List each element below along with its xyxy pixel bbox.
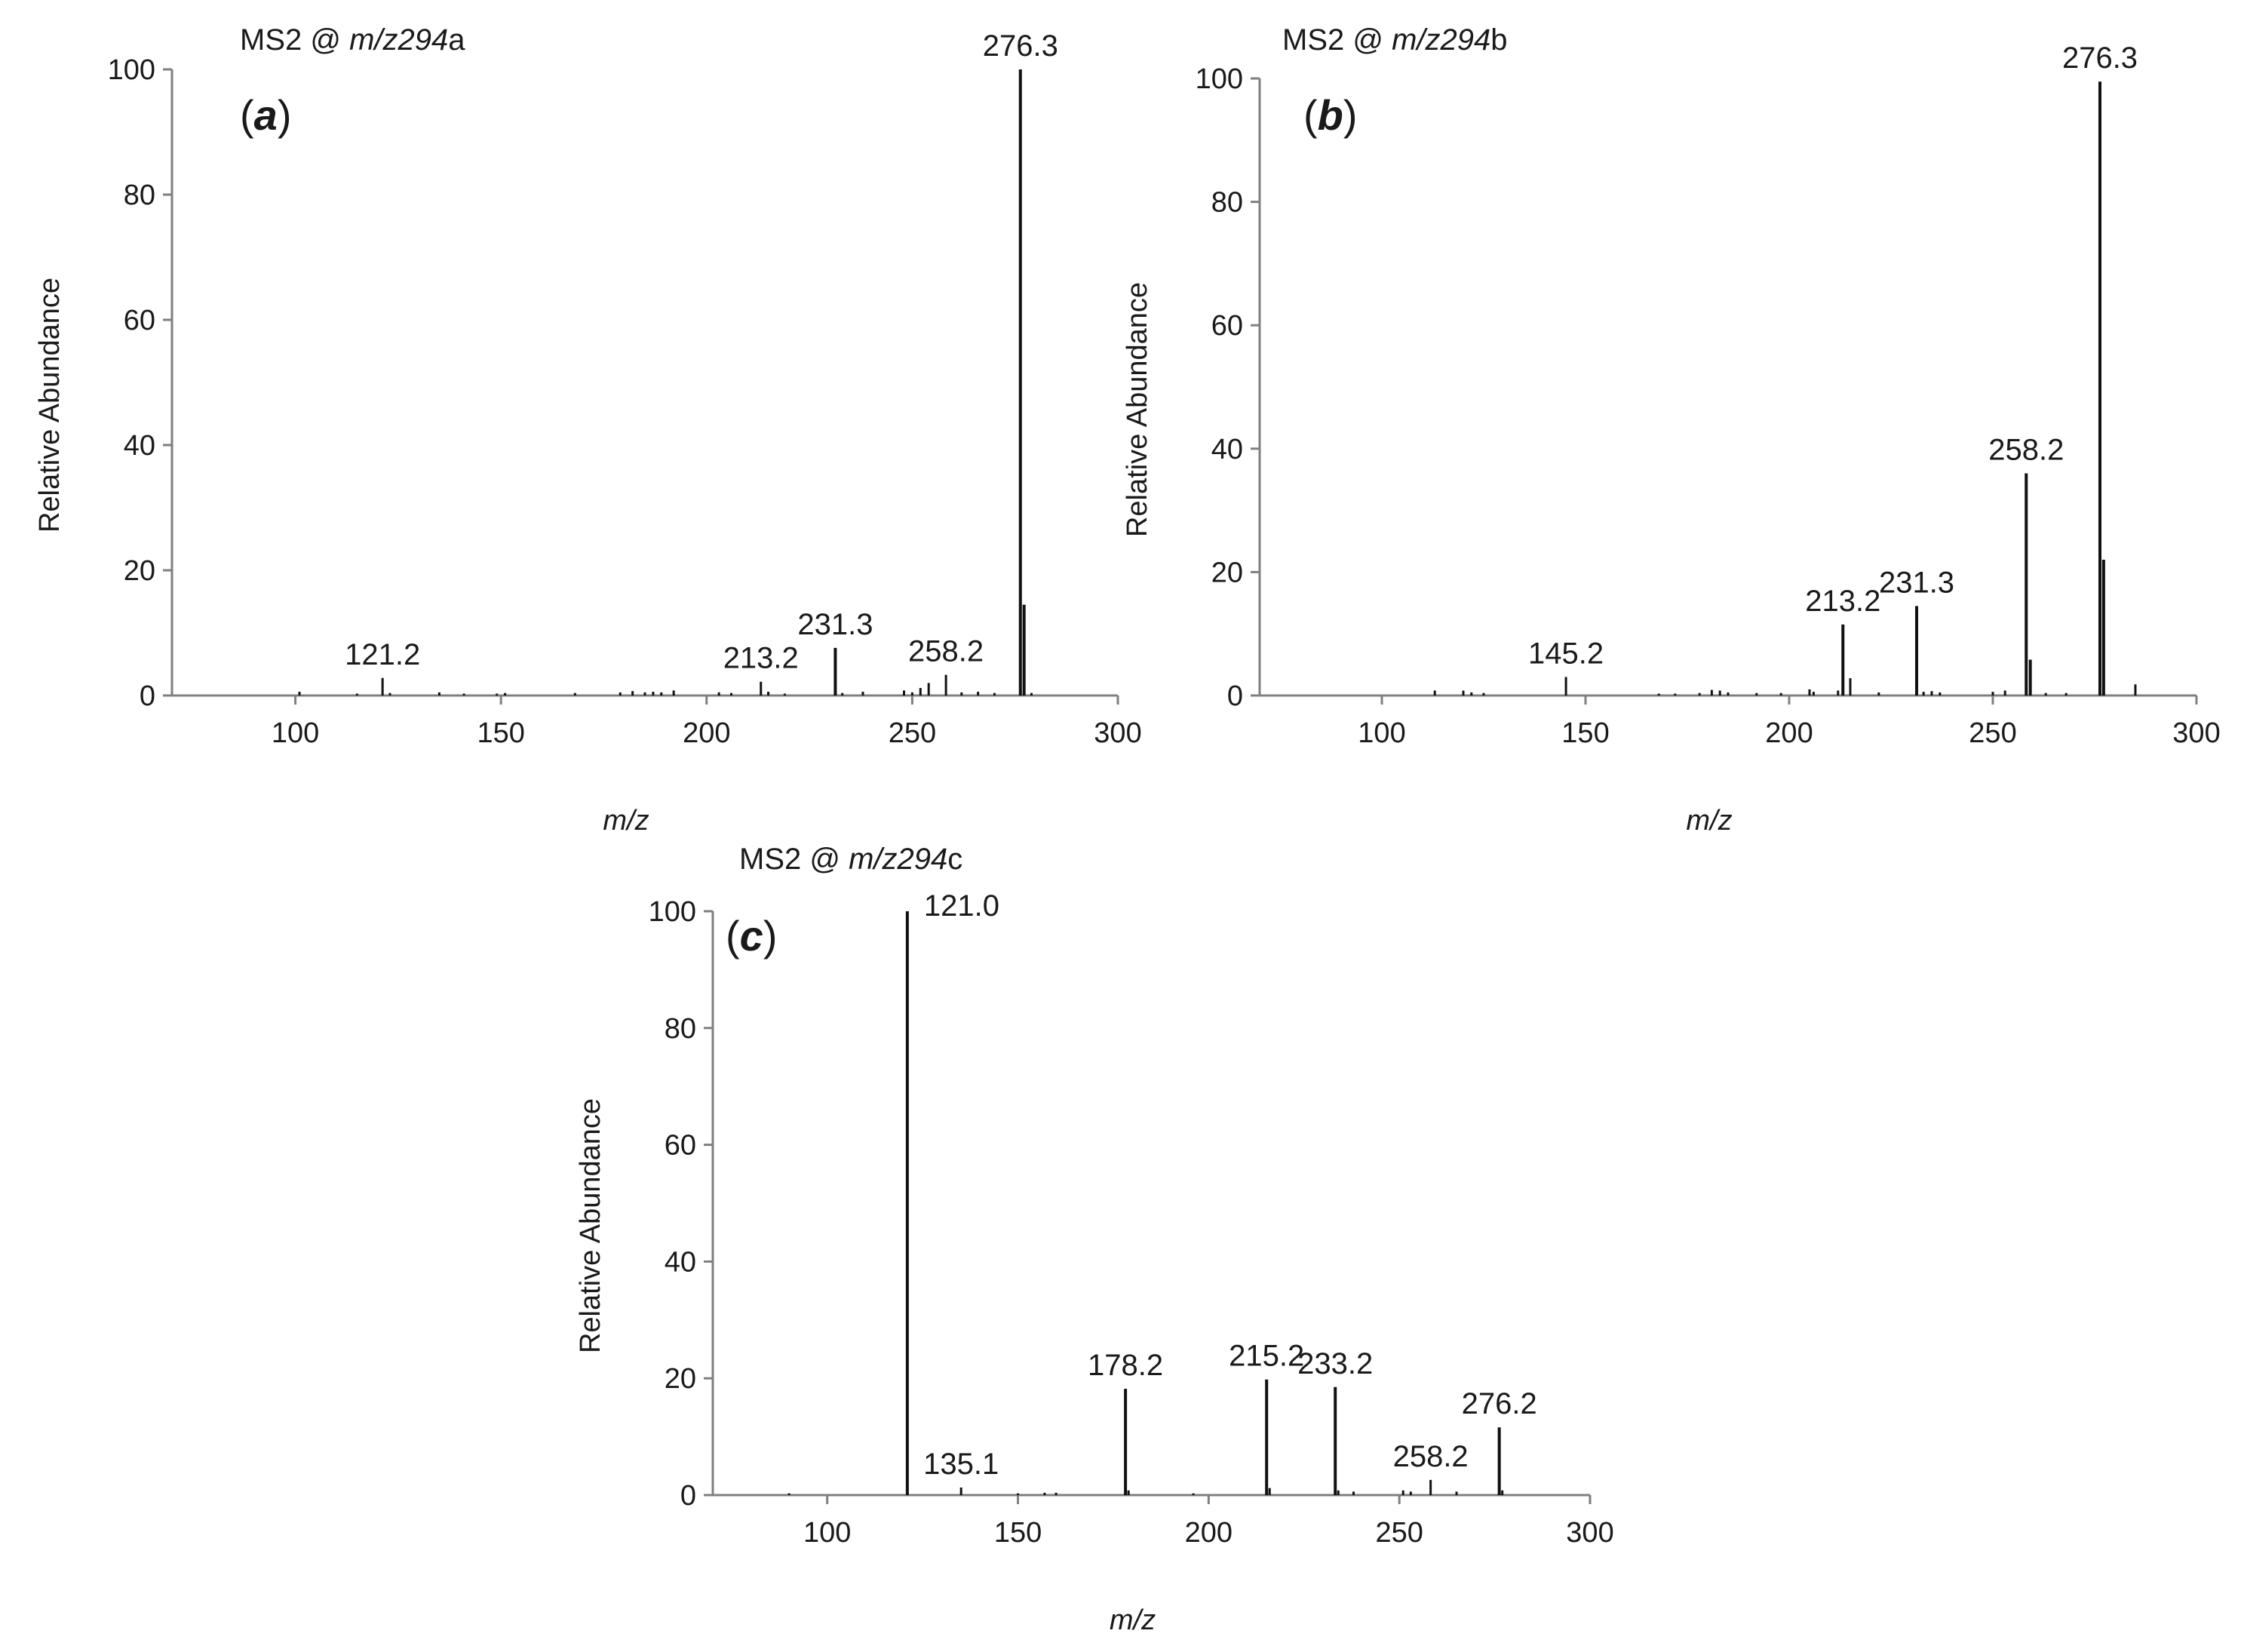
y-tick-label: 0 [140, 680, 155, 712]
x-tick-label: 100 [272, 717, 319, 749]
y-tick-label: 40 [665, 1246, 696, 1278]
y-tick-label: 0 [1227, 680, 1243, 712]
peak-label: 213.2 [1805, 585, 1880, 618]
panel-label: (a) [240, 91, 291, 139]
peak-label: 231.3 [797, 608, 873, 641]
peak-label: 135.1 [923, 1448, 999, 1481]
y-tick-label: 20 [665, 1363, 696, 1395]
x-tick-label: 100 [1358, 717, 1405, 749]
y-tick-label: 60 [124, 305, 155, 336]
y-tick-label: 20 [1211, 557, 1243, 588]
y-tick-label: 100 [108, 54, 155, 86]
peak-label: 233.2 [1297, 1347, 1373, 1380]
x-tick-label: 250 [1375, 1517, 1423, 1549]
x-tick-label: 100 [803, 1517, 851, 1549]
panel-label: (c) [726, 912, 777, 960]
x-axis-label: m/z [1686, 805, 1732, 837]
x-axis-label: m/z [1110, 1604, 1156, 1636]
chart-title: MS2 @ m/z294b [1282, 23, 1508, 57]
peak-label: 276.3 [2062, 41, 2138, 75]
x-tick-label: 150 [1561, 717, 1609, 749]
y-tick-label: 20 [124, 555, 155, 587]
y-tick-label: 0 [680, 1480, 696, 1512]
x-tick-label: 300 [2172, 717, 2220, 749]
y-tick-label: 40 [124, 430, 155, 462]
peak-label: 215.2 [1229, 1340, 1304, 1373]
chart-title: MS2 @ m/z294a [240, 23, 465, 57]
x-tick-label: 200 [1185, 1517, 1233, 1549]
y-tick-label: 80 [1211, 187, 1243, 219]
y-tick-label: 40 [1211, 434, 1243, 465]
y-axis-label: Relative Abundance [575, 1098, 606, 1353]
peak-label: 276.3 [983, 29, 1058, 63]
x-tick-label: 150 [477, 717, 524, 749]
peak-label: 121.0 [924, 889, 999, 923]
peak-label: 145.2 [1528, 637, 1604, 670]
peak-label: 276.2 [1462, 1387, 1537, 1420]
x-tick-label: 200 [1765, 717, 1813, 749]
chart-title: MS2 @ m/z294c [739, 843, 962, 876]
panel-label: (b) [1303, 91, 1358, 139]
x-tick-label: 250 [1969, 717, 2016, 749]
peak-label: 258.2 [1988, 434, 2064, 467]
x-tick-label: 150 [994, 1517, 1042, 1549]
spectrum-panel-c: 0 20 40 60 80 100 100 150 200 250 300 Relative Abun… [575, 843, 1614, 1636]
spectrum-panel-a: 0 20 40 60 80 100 100 150 200 250 300 Relative Abun… [34, 23, 1142, 837]
y-tick-label: 100 [649, 896, 696, 928]
y-tick-label: 80 [124, 180, 155, 211]
x-tick-label: 250 [889, 717, 936, 749]
y-tick-label: 60 [665, 1130, 696, 1162]
peak-label: 231.3 [1879, 566, 1954, 599]
peak-label: 121.2 [345, 638, 420, 671]
y-tick-label: 100 [1196, 63, 1243, 95]
x-tick-label: 200 [683, 717, 730, 749]
x-axis-label: m/z [603, 805, 649, 837]
peak-label: 258.2 [1393, 1440, 1469, 1473]
peak-label: 213.2 [723, 642, 799, 675]
peak-label: 178.2 [1088, 1349, 1163, 1382]
y-axis-label: Relative Abundance [1122, 282, 1153, 537]
y-tick-label: 60 [1211, 310, 1243, 342]
x-tick-label: 300 [1094, 717, 1141, 749]
y-axis-label: Relative Abundance [34, 278, 66, 533]
peak-label: 258.2 [908, 635, 984, 668]
y-tick-label: 80 [665, 1013, 696, 1045]
spectrum-panel-b: 0 20 40 60 80 100 100 150 200 250 300 Relative Abun… [1122, 23, 2221, 837]
x-tick-label: 300 [1566, 1517, 1613, 1549]
